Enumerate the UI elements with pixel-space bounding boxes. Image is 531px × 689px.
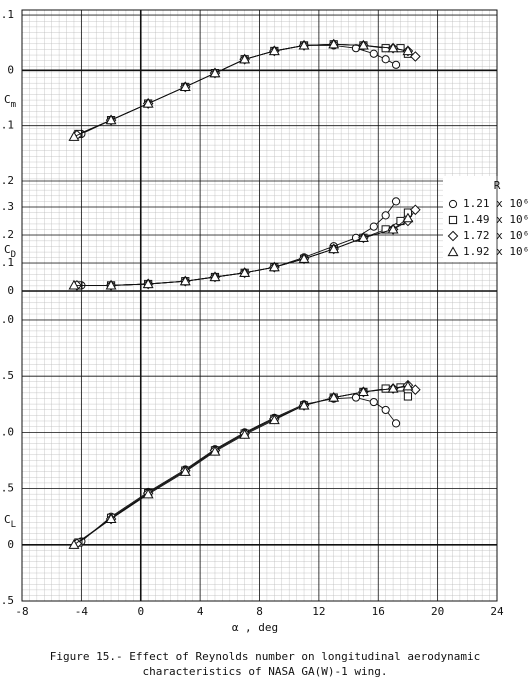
legend-label: 1.21 x 10⁶: [463, 197, 529, 210]
x-tick-label: 8: [256, 605, 263, 618]
x-axis-label: α , deg: [232, 621, 278, 634]
data-point: [410, 384, 421, 395]
y-axis-symbol: C: [4, 513, 11, 526]
x-tick-label: 4: [197, 605, 204, 618]
y-tick-label: -.1: [0, 119, 14, 132]
data-point: [268, 45, 280, 56]
legend-label: 1.72 x 10⁶: [463, 229, 529, 242]
data-point: [328, 243, 340, 254]
y-tick-label: .1: [1, 8, 14, 21]
y-axis-label: CD: [4, 243, 16, 260]
data-point: [381, 211, 390, 220]
data-point: [209, 445, 221, 456]
data-point: [179, 275, 191, 286]
data-point: [369, 222, 378, 231]
legend-marker: [447, 246, 459, 257]
data-point: [105, 279, 117, 290]
data-point: [239, 53, 251, 64]
data-point: [328, 391, 340, 402]
x-tick-label: 16: [372, 605, 385, 618]
legend-box: [443, 176, 530, 262]
data-point: [268, 414, 280, 425]
data-point: [387, 42, 399, 53]
data-point: [402, 380, 414, 391]
data-point: [369, 397, 378, 407]
y-tick-label: 0: [7, 284, 14, 297]
y-tick-label: 2.0: [0, 313, 14, 326]
y-axis-subscript: L: [11, 520, 16, 530]
y-axis-subscript: D: [11, 250, 16, 260]
data-point: [387, 223, 399, 234]
data-point: [142, 97, 154, 108]
x-tick-label: 0: [137, 605, 144, 618]
y-tick-label: -.2: [0, 174, 14, 187]
data-point: [391, 419, 401, 428]
data-point: [381, 55, 390, 64]
data-point: [239, 429, 251, 439]
x-tick-label: -8: [15, 605, 28, 618]
data-point: [179, 81, 191, 92]
data-point: [391, 197, 401, 206]
data-point: [142, 488, 154, 499]
data-point: [387, 382, 399, 393]
data-point: [209, 67, 221, 78]
data-point: [179, 466, 191, 476]
data-point: [369, 49, 378, 58]
y-tick-label: .3: [1, 200, 14, 213]
y-tick-label: 1.0: [0, 425, 14, 438]
y-axis-label: Cm: [4, 93, 16, 110]
x-tick-label: 24: [490, 605, 504, 618]
legend-marker: [448, 215, 458, 225]
y-tick-label: .2: [1, 228, 14, 241]
data-point: [328, 38, 340, 49]
caption-line: Figure 15.- Effect of Reynolds number on…: [50, 650, 480, 663]
y-tick-label: 0: [7, 63, 14, 76]
y-tick-label: .5: [1, 482, 14, 495]
data-point: [239, 267, 251, 277]
data-point: [298, 399, 310, 410]
data-point: [298, 253, 310, 263]
data-point: [105, 114, 117, 125]
data-point: [105, 513, 117, 524]
data-point: [68, 131, 80, 141]
series-line: [73, 385, 408, 546]
data-point: [142, 278, 154, 289]
data-point: [357, 39, 369, 50]
data-point: [402, 45, 414, 56]
y-tick-label: 1.5: [0, 369, 14, 382]
y-axis-symbol: C: [4, 243, 11, 256]
legend-label: 1.92 x 10⁶: [463, 245, 529, 258]
legend-marker: [448, 199, 458, 209]
data-point: [381, 405, 390, 415]
data-point: [68, 539, 80, 549]
y-axis-subscript: m: [11, 100, 16, 110]
y-axis-symbol: C: [4, 93, 11, 106]
data-point: [68, 279, 80, 290]
data-point: [403, 392, 413, 401]
x-tick-label: 20: [431, 605, 444, 618]
y-tick-label: 0: [7, 538, 14, 551]
legend-marker: [447, 230, 459, 242]
data-point: [357, 386, 369, 397]
x-tick-label: -4: [75, 605, 89, 618]
data-point: [351, 393, 361, 402]
y-tick-label: .1: [1, 256, 14, 269]
caption-line: characteristics of NASA GA(W)-1 wing.: [142, 665, 387, 678]
y-tick-label: -.5: [0, 594, 14, 607]
legend-label: 1.49 x 10⁶: [463, 213, 529, 226]
data-point: [209, 271, 221, 282]
data-point: [410, 204, 421, 216]
y-axis-label: CL: [4, 513, 16, 530]
data-point: [391, 60, 401, 69]
data-point: [402, 212, 414, 223]
data-point: [357, 232, 369, 242]
data-point: [268, 261, 280, 272]
data-point: [298, 39, 310, 50]
x-tick-label: 12: [312, 605, 325, 618]
